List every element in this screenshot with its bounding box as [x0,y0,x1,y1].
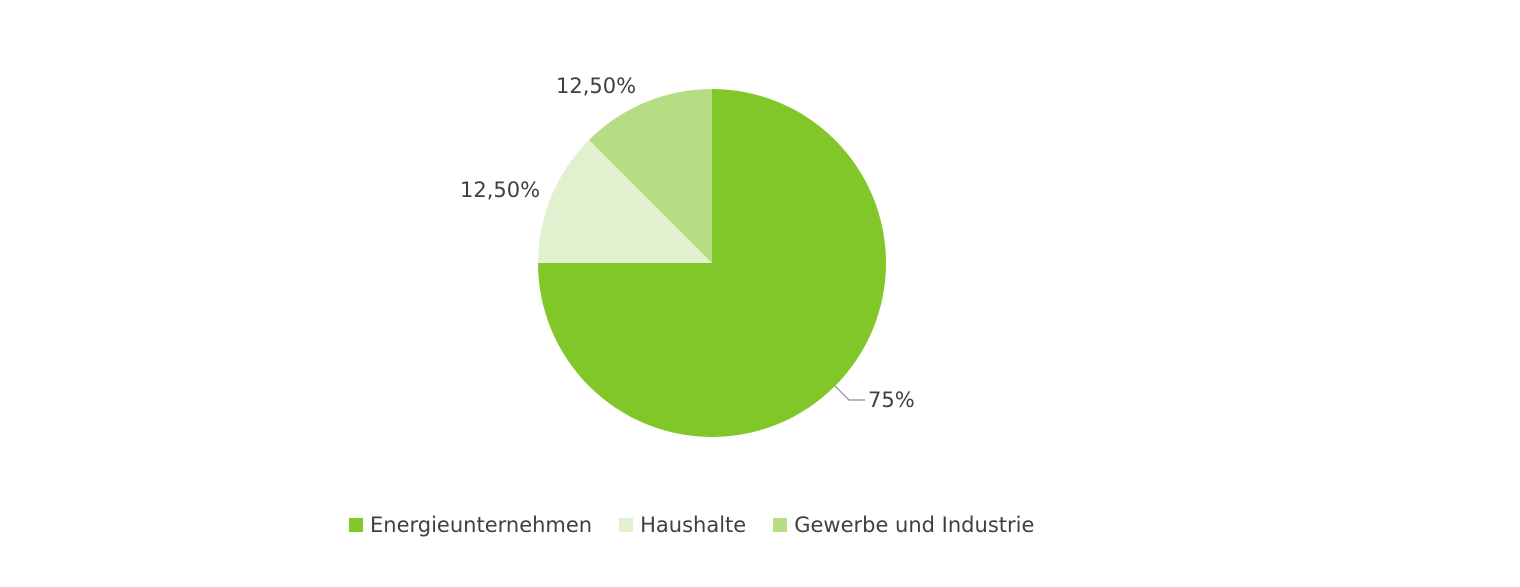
legend-label-haushalte: Haushalte [640,513,747,537]
legend-item-gewerbe-und-industrie: Gewerbe und Industrie [773,508,1034,542]
pie-slice-haushalte [538,139,712,263]
legend-label-energieunternehmen: Energieunternehmen [370,513,593,537]
slice-label-energieunternehmen: 75% [868,388,915,412]
legend-swatch-gewerbe-und-industrie [773,518,788,532]
legend: Energieunternehmen Haushalte Gewerbe und… [349,508,1034,542]
legend-label-gewerbe-und-industrie: Gewerbe und Industrie [794,513,1035,537]
slice-label-gewerbe-und-industrie: 12,50% [556,74,636,98]
legend-item-haushalte: Haushalte [619,508,746,542]
pie-slice-gewerbe-und-industrie [588,89,712,263]
slice-label-haushalte: 12,50% [460,178,540,202]
legend-swatch-haushalte [619,518,634,532]
legend-swatch-energieunternehmen [349,518,363,532]
pie-slices [538,89,886,437]
legend-item-energieunternehmen: Energieunternehmen [349,508,592,542]
leader-line-energieunternehmen [834,385,865,401]
